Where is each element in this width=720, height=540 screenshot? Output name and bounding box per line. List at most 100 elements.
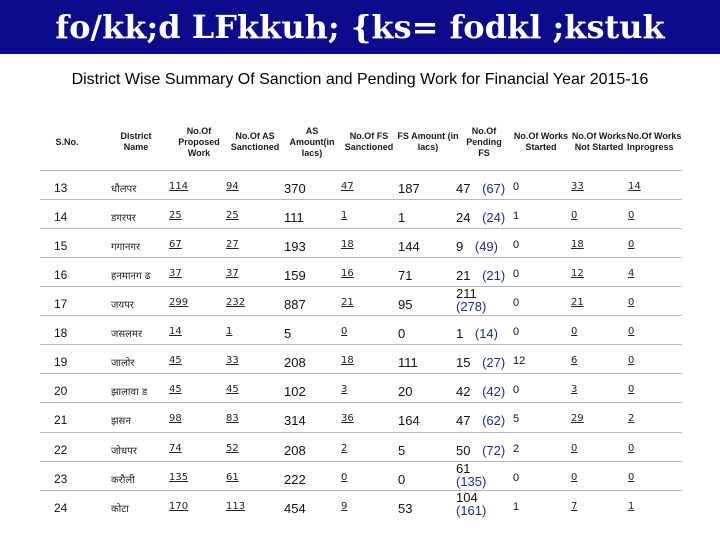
cell-proposed: 299 (169, 297, 189, 308)
pending-total: (21) (482, 268, 506, 283)
header-works-not-started: No.Of Works Not Started (571, 131, 627, 152)
pending-count: 47 (456, 413, 471, 428)
pending-count: 104 (456, 490, 478, 505)
cell-fs-sanctioned: 1 (341, 210, 348, 221)
row-divider (40, 228, 682, 229)
cell-works-inprogress: 1 (628, 501, 635, 512)
cell-works-inprogress: 0 (628, 443, 635, 454)
pending-count: 1 (456, 326, 464, 341)
cell-fs-amount: 164 (398, 413, 420, 428)
row-divider (40, 461, 682, 462)
cell-as-amount: 208 (284, 355, 306, 370)
cell-district: हनमानग ढ (111, 271, 151, 282)
cell-district: डगरपर (111, 213, 136, 224)
cell-works-not-started: 6 (571, 355, 578, 366)
row-divider (40, 315, 682, 316)
cell-works-not-started: 0 (571, 472, 578, 483)
header-fs-sanctioned: No.Of FS Sanctioned (344, 131, 394, 152)
cell-as-amount: 111 (284, 210, 304, 225)
cell-works-inprogress: 0 (628, 239, 635, 250)
cell-works-inprogress: 4 (628, 268, 635, 279)
header-sno: S.No. (55, 136, 79, 147)
cell-fs-sanctioned: 0 (341, 472, 348, 483)
cell-proposed: 37 (169, 268, 182, 279)
cell-as-sanctioned: 83 (226, 413, 239, 424)
cell-as-amount: 454 (284, 501, 306, 516)
cell-works-not-started: 21 (571, 297, 584, 308)
cell-sno: 21 (54, 413, 68, 427)
header-works-started: No.Of Works Started (513, 131, 569, 152)
cell-fs-amount: 20 (398, 384, 413, 399)
cell-works-inprogress: 0 (628, 297, 635, 308)
cell-works-not-started: 29 (571, 413, 584, 424)
cell-works-not-started: 33 (571, 181, 584, 192)
cell-proposed: 45 (169, 355, 182, 366)
row-divider (40, 199, 682, 200)
row-divider (40, 257, 682, 258)
cell-sno: 14 (54, 210, 68, 224)
cell-proposed: 135 (169, 472, 189, 483)
cell-works-not-started: 0 (571, 326, 578, 337)
cell-fs-amount: 53 (398, 501, 413, 516)
row-divider (40, 170, 682, 171)
header-pending-fs: No.Of Pending FS (466, 125, 502, 158)
cell-pending: 21 (21) (456, 268, 505, 283)
cell-as-sanctioned: 45 (226, 384, 239, 395)
cell-fs-sanctioned: 47 (341, 181, 354, 192)
cell-district: जसलमर (111, 329, 143, 340)
cell-district: गगानगर (111, 242, 141, 253)
cell-proposed: 74 (169, 443, 182, 454)
cell-pending: 47 (67) (456, 181, 505, 196)
cell-works-started: 0 (513, 384, 520, 396)
cell-district: कोटा (111, 504, 129, 515)
cell-fs-sanctioned: 3 (341, 384, 348, 395)
cell-as-amount: 370 (284, 181, 306, 196)
cell-proposed: 14 (169, 326, 182, 337)
cell-works-started: 0 (513, 326, 520, 338)
cell-district: धौलपर (111, 184, 137, 195)
cell-pending: 61 (135) (456, 462, 486, 488)
cell-pending: 211 (278) (456, 287, 486, 313)
cell-works-not-started: 18 (571, 239, 584, 250)
header-as-amount: AS Amount(in lacs) (289, 125, 335, 158)
cell-as-sanctioned: 37 (226, 268, 239, 279)
cell-as-sanctioned: 27 (226, 239, 239, 250)
cell-fs-sanctioned: 9 (341, 501, 348, 512)
cell-works-started: 0 (513, 181, 520, 193)
cell-as-amount: 314 (284, 413, 306, 428)
pending-total: (14) (474, 326, 498, 341)
cell-works-not-started: 0 (571, 443, 578, 454)
row-divider (40, 402, 682, 403)
pending-count: 15 (456, 355, 471, 370)
cell-sno: 22 (54, 443, 68, 457)
cell-works-started: 2 (513, 443, 520, 455)
cell-works-not-started: 7 (571, 501, 578, 512)
cell-works-started: 12 (513, 355, 526, 367)
cell-as-sanctioned: 25 (226, 210, 239, 221)
cell-sno: 15 (54, 239, 68, 253)
pending-total: (67) (482, 181, 506, 196)
cell-sno: 13 (54, 181, 68, 195)
cell-pending: 1 (14) (456, 326, 498, 341)
cell-fs-sanctioned: 2 (341, 443, 348, 454)
cell-fs-sanctioned: 36 (341, 413, 354, 424)
pending-count: 50 (456, 443, 471, 458)
cell-sno: 16 (54, 268, 68, 282)
cell-works-inprogress: 0 (628, 355, 635, 366)
cell-fs-amount: 0 (398, 472, 406, 487)
cell-as-sanctioned: 33 (226, 355, 239, 366)
cell-works-started: 1 (513, 210, 520, 222)
header-district: District Name (120, 131, 152, 152)
cell-as-sanctioned: 52 (226, 443, 239, 454)
cell-sno: 18 (54, 326, 68, 340)
pending-count: 211 (456, 286, 477, 301)
cell-sno: 20 (54, 384, 68, 398)
cell-fs-amount: 95 (398, 297, 413, 312)
cell-proposed: 170 (169, 501, 189, 512)
title-banner: fo/kk;d LFkkuh; {ks= fodkl ;kstuk (0, 0, 720, 54)
row-divider (40, 490, 682, 491)
pending-count: 47 (456, 181, 471, 196)
pending-total: (24) (482, 210, 506, 225)
cell-proposed: 45 (169, 384, 182, 395)
cell-district: जालोर (111, 358, 135, 369)
